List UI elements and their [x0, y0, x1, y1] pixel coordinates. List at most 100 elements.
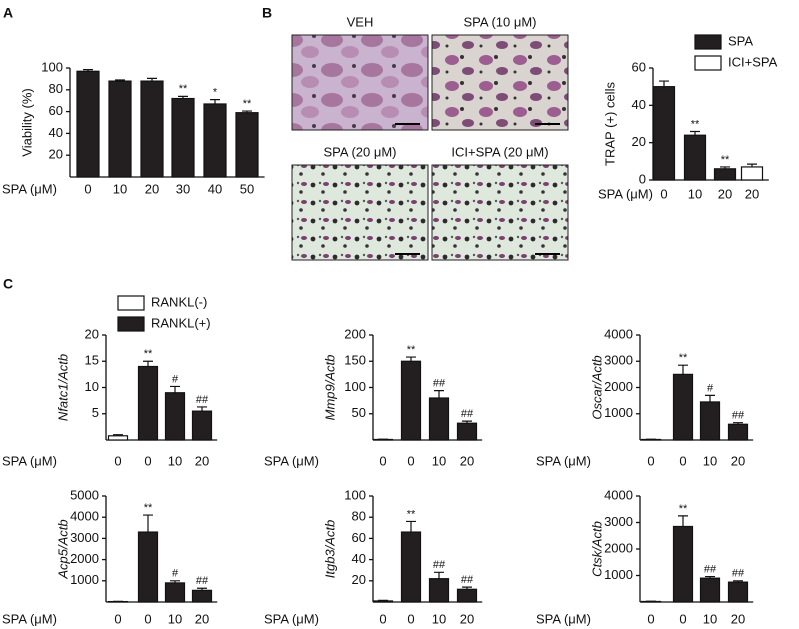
micrograph — [291, 34, 429, 131]
y-tick-label: 20 — [49, 147, 63, 162]
x-tick-label: 0 — [647, 611, 654, 626]
bar — [137, 531, 159, 603]
x-tick-label: 20 — [195, 611, 209, 626]
x-tick-label: 10 — [688, 186, 702, 201]
y-tick-label: 40 — [352, 551, 366, 566]
significance-label: ** — [691, 118, 700, 130]
significance-label: ## — [196, 575, 209, 587]
y-axis-label: Nfatc1/Actb — [55, 354, 70, 421]
micrograph — [431, 164, 569, 261]
bar — [203, 103, 227, 178]
y-tick-label: 100 — [41, 59, 63, 74]
error-bar — [678, 515, 688, 527]
error-bar — [733, 422, 743, 425]
y-tick-label: 20 — [632, 134, 646, 149]
legend-label: RANKL(+) — [151, 315, 211, 330]
y-tick-label: 60 — [632, 59, 646, 74]
bar — [428, 397, 450, 441]
error-bar — [462, 420, 472, 424]
y-tick-label: 60 — [352, 530, 366, 545]
error-bar — [733, 580, 743, 583]
x-tick-label: 10 — [432, 611, 446, 626]
bar — [699, 401, 721, 441]
x-tick-label: 0 — [379, 453, 386, 468]
y-tick-label: 1000 — [604, 405, 633, 420]
significance-label: ** — [407, 344, 416, 356]
significance-label: ** — [407, 508, 416, 520]
error-bar — [659, 80, 669, 87]
bar — [191, 589, 213, 603]
y-tick-label: 200 — [344, 326, 366, 341]
x-tick-label: 20 — [460, 453, 474, 468]
significance-label: ## — [732, 568, 745, 580]
x-axis-label: SPA (μM) — [264, 453, 319, 468]
image-caption: VEH — [347, 14, 374, 29]
y-tick-label: 0 — [639, 171, 646, 186]
y-axis-label: Itgb3/Actb — [322, 520, 337, 579]
x-tick-label: 20 — [718, 186, 732, 201]
y-axis-label: Mmp9/Actb — [322, 355, 337, 421]
x-tick-label: 0 — [84, 181, 91, 196]
bar — [683, 134, 707, 181]
y-tick-label: 50 — [352, 405, 366, 420]
image-caption: SPA (10 μM) — [464, 14, 537, 29]
y-tick-label: 4000 — [70, 509, 99, 524]
significance-label: * — [213, 87, 218, 99]
y-tick-label: 150 — [344, 353, 366, 368]
legend-swatch — [117, 316, 145, 332]
significance-label: # — [172, 568, 179, 580]
y-tick-label: 60 — [49, 103, 63, 118]
x-tick-label: 20 — [460, 611, 474, 626]
error-bar — [113, 434, 123, 436]
panel-label: B — [262, 5, 272, 21]
error-bar — [678, 364, 688, 375]
significance-label: # — [707, 382, 714, 394]
error-bar — [242, 110, 252, 113]
x-tick-label: 10 — [432, 453, 446, 468]
image-caption: SPA (20 μM) — [324, 144, 397, 159]
error-bar — [170, 385, 180, 393]
x-tick-label: 0 — [407, 611, 414, 626]
x-tick-label: 20 — [731, 453, 745, 468]
bar — [672, 525, 694, 603]
y-tick-label: 3000 — [70, 530, 99, 545]
bar — [740, 166, 764, 181]
significance-label: ## — [433, 559, 446, 571]
y-tick-label: 2000 — [70, 551, 99, 566]
error-bar — [197, 587, 207, 591]
x-axis-label: SPA (μM) — [2, 181, 57, 196]
bar — [652, 86, 676, 181]
legend-swatch — [694, 34, 722, 50]
bar — [727, 423, 749, 441]
bar — [400, 531, 422, 603]
error-bar — [83, 69, 93, 72]
x-axis-label: SPA (μM) — [536, 453, 591, 468]
x-axis-label: SPA (μM) — [598, 186, 653, 201]
significance-label: ** — [679, 503, 688, 515]
legend-label: ICI+SPA — [728, 54, 778, 69]
x-tick-label: 0 — [679, 611, 686, 626]
significance-label: ** — [243, 98, 252, 110]
y-tick-label: 100 — [344, 379, 366, 394]
x-tick-label: 40 — [208, 181, 222, 196]
x-axis-label: SPA (μM) — [536, 611, 591, 626]
significance-label: ## — [433, 378, 446, 390]
x-tick-label: 0 — [660, 186, 667, 201]
significance-label: ** — [679, 352, 688, 364]
error-bar — [378, 599, 388, 602]
x-tick-label: 50 — [240, 181, 254, 196]
error-bar — [115, 79, 125, 82]
legend-swatch — [694, 55, 722, 71]
x-tick-label: 10 — [703, 611, 717, 626]
y-tick-label: 80 — [352, 509, 366, 524]
image-caption: ICI+SPA (20 μM) — [451, 144, 548, 159]
significance-label: ** — [144, 502, 153, 514]
bar — [140, 80, 164, 178]
error-bar — [705, 575, 715, 579]
significance-label: ## — [461, 408, 474, 420]
error-bar — [720, 166, 730, 169]
error-bar — [434, 390, 444, 398]
significance-label: # — [172, 373, 179, 385]
x-axis-label: SPA (μM) — [2, 453, 57, 468]
legend-label: RANKL(-) — [151, 294, 207, 309]
